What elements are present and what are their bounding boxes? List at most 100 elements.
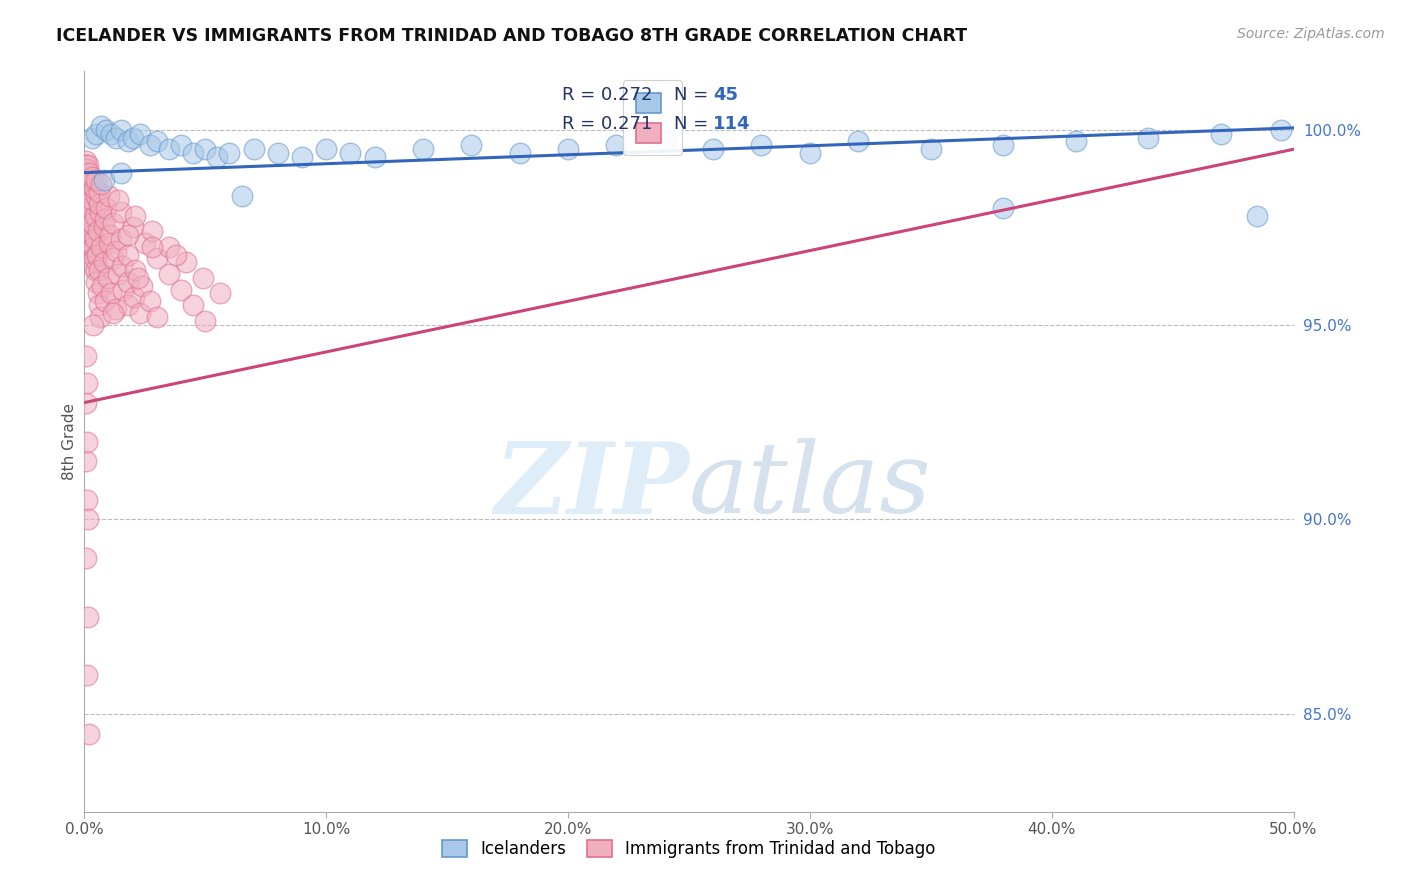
Point: [100, 227, 122, 242]
Point: [1064, 135, 1087, 149]
Point: [82, 232, 104, 246]
Point: [80, 169, 103, 184]
Point: [77, 189, 100, 203]
Point: [146, 310, 169, 324]
Point: [117, 298, 139, 312]
Point: [76, 493, 98, 508]
Text: N =: N =: [675, 115, 714, 133]
Point: [94, 201, 117, 215]
Point: [79, 201, 101, 215]
Point: [412, 142, 434, 156]
Point: [84, 189, 107, 203]
Point: [112, 283, 135, 297]
Point: [79, 216, 101, 230]
Point: [460, 138, 482, 153]
Point: [920, 142, 942, 156]
Text: atlas: atlas: [689, 438, 932, 533]
Point: [218, 146, 240, 161]
Point: [104, 130, 127, 145]
Point: [87, 185, 110, 199]
Point: [121, 130, 143, 145]
Point: [181, 298, 204, 312]
Point: [80, 212, 103, 227]
Point: [83, 252, 105, 266]
Point: [76, 169, 98, 184]
Text: R = 0.271: R = 0.271: [562, 115, 652, 133]
Point: [75, 454, 97, 468]
Point: [75, 169, 97, 184]
Point: [86, 286, 108, 301]
Point: [79, 204, 101, 219]
Point: [76, 161, 98, 176]
Point: [124, 263, 146, 277]
Point: [86, 173, 108, 187]
Point: [82, 216, 104, 230]
Point: [90, 119, 112, 133]
Point: [97, 235, 120, 250]
Point: [76, 668, 98, 682]
Point: [76, 512, 98, 526]
Point: [117, 135, 139, 149]
Point: [146, 252, 169, 266]
Point: [94, 294, 117, 309]
Point: [339, 146, 361, 161]
Point: [121, 220, 143, 235]
Point: [605, 138, 627, 153]
Point: [75, 161, 97, 176]
Point: [94, 123, 117, 137]
Point: [77, 193, 100, 207]
Point: [76, 181, 98, 195]
Point: [170, 283, 193, 297]
Point: [83, 209, 105, 223]
Point: [194, 142, 217, 156]
Point: [799, 146, 821, 161]
Point: [83, 181, 105, 195]
Point: [117, 275, 139, 289]
Point: [77, 166, 100, 180]
Text: 114: 114: [713, 115, 751, 133]
Point: [134, 235, 156, 250]
Point: [111, 259, 134, 273]
Point: [110, 123, 132, 137]
Point: [76, 376, 98, 390]
Point: [89, 310, 111, 324]
Point: [1137, 130, 1160, 145]
Point: [122, 290, 145, 304]
Point: [77, 181, 100, 195]
Point: [141, 240, 163, 254]
Point: [93, 255, 115, 269]
Point: [80, 227, 103, 242]
Point: [751, 138, 773, 153]
Point: [170, 138, 193, 153]
Point: [89, 204, 111, 219]
Point: [83, 247, 105, 261]
Point: [157, 240, 180, 254]
Point: [82, 224, 104, 238]
Point: [84, 255, 107, 269]
Point: [129, 306, 152, 320]
Point: [993, 201, 1015, 215]
Point: [131, 278, 153, 293]
Point: [117, 247, 139, 261]
Legend: Icelanders, Immigrants from Trinidad and Tobago: Icelanders, Immigrants from Trinidad and…: [434, 831, 943, 866]
Point: [94, 212, 117, 227]
Point: [77, 178, 100, 192]
Point: [75, 158, 97, 172]
Point: [100, 286, 122, 301]
Point: [80, 130, 103, 145]
Point: [86, 127, 108, 141]
Point: [75, 395, 97, 409]
Point: [509, 146, 531, 161]
Point: [1270, 123, 1292, 137]
Point: [79, 201, 101, 215]
Point: [117, 227, 139, 242]
Point: [654, 135, 676, 149]
Point: [100, 127, 122, 141]
Point: [1246, 209, 1268, 223]
Point: [291, 150, 314, 164]
Point: [77, 727, 100, 741]
Point: [80, 216, 103, 230]
Point: [80, 193, 103, 207]
Point: [138, 138, 160, 153]
Point: [97, 271, 120, 285]
